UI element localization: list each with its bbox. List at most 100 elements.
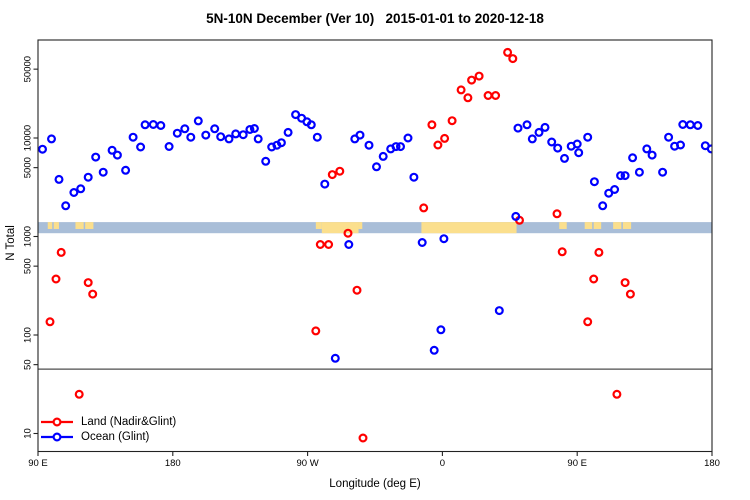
data-point-land (557, 247, 567, 257)
map-band-land-segment (53, 222, 59, 229)
data-point-land (467, 75, 477, 85)
data-point-ocean (439, 234, 449, 244)
x-tick-label: 0 (440, 458, 445, 469)
data-point-ocean (511, 211, 521, 221)
data-point-land (45, 317, 55, 327)
data-point-ocean (403, 133, 413, 143)
data-point-ocean (216, 132, 226, 142)
data-point-ocean (210, 124, 220, 134)
data-point-land (74, 389, 84, 399)
legend-item-land: Land (Nadir&Glint) (40, 414, 176, 430)
data-point-land (594, 247, 604, 257)
data-point-ocean (642, 144, 652, 154)
data-point-land (315, 240, 325, 250)
y-tick-label: 500 (23, 258, 34, 274)
x-tick-label: 90 E (28, 458, 48, 469)
map-band-land-segment (358, 222, 363, 229)
data-point-ocean (616, 171, 626, 181)
data-point-ocean (436, 325, 446, 335)
data-point-ocean (429, 345, 439, 355)
data-point-land (433, 140, 443, 150)
data-point-ocean (547, 137, 557, 147)
data-point-ocean (249, 123, 259, 133)
data-point-ocean (409, 172, 419, 182)
data-point-land (440, 133, 450, 143)
chart-title: 5N-10N December (Ver 10) 2015-01-01 to 2… (206, 11, 544, 26)
plot-box (37, 39, 713, 453)
data-point-ocean (583, 132, 593, 142)
data-point-ocean (37, 144, 47, 154)
x-tick-label: 90 E (567, 458, 587, 469)
data-point-ocean (628, 153, 638, 163)
data-point-ocean (658, 167, 668, 177)
data-point-land (358, 433, 368, 443)
x-axis-label: Longitude (deg E) (329, 478, 421, 490)
data-point-ocean (534, 127, 544, 137)
data-point-ocean (128, 132, 138, 142)
series-land (45, 47, 635, 443)
data-point-ocean (54, 174, 64, 184)
data-point-ocean (664, 132, 674, 142)
data-point-ocean (312, 132, 322, 142)
data-point-ocean (364, 140, 374, 150)
y-tick-label: 50 (23, 359, 34, 370)
data-point-land (88, 289, 98, 299)
data-point-land (51, 274, 61, 284)
y-tick-label: 50000 (23, 56, 34, 82)
data-point-ocean (330, 353, 340, 363)
data-point-ocean (83, 172, 93, 182)
data-point-ocean (574, 148, 584, 158)
data-point-ocean (344, 240, 354, 250)
legend-label-land: Land (Nadir&Glint) (81, 415, 177, 428)
data-point-land (503, 47, 513, 57)
data-point-ocean (378, 151, 388, 161)
data-point-land (583, 317, 593, 327)
data-point-land (327, 170, 337, 180)
data-point-ocean (91, 152, 101, 162)
x-tick-label: 180 (704, 458, 720, 469)
data-point-ocean (46, 134, 56, 144)
data-point-land (335, 166, 345, 176)
data-point-ocean (276, 138, 286, 148)
map-band-land-segment (315, 222, 322, 229)
data-point-ocean (598, 201, 608, 211)
map-band-land-segment (559, 222, 567, 229)
data-point-land (419, 203, 429, 213)
data-point-ocean (69, 188, 79, 198)
data-point-land (343, 228, 353, 238)
data-point-ocean (647, 150, 657, 160)
data-point-land (483, 90, 493, 100)
data-point-land (508, 54, 518, 64)
data-point-land (311, 326, 321, 336)
data-point-land (427, 120, 437, 130)
data-point-ocean (494, 306, 504, 316)
data-point-ocean (238, 130, 248, 140)
data-point-ocean (634, 167, 644, 177)
data-point-land (491, 90, 501, 100)
data-point-ocean (320, 179, 330, 189)
legend: Land (Nadir&Glint) Ocean (Glint) (40, 414, 176, 445)
data-point-ocean (121, 165, 131, 175)
data-point-ocean (706, 144, 713, 154)
data-point-land (620, 278, 630, 288)
data-point-ocean (156, 120, 166, 130)
data-point-ocean (610, 185, 620, 195)
data-point-land (56, 247, 66, 257)
data-point-ocean (513, 123, 523, 133)
map-band-land-segment (593, 222, 602, 229)
data-point-ocean (572, 139, 582, 149)
legend-marker-land-icon (41, 417, 73, 427)
legend-marker-ocean-icon (41, 432, 73, 442)
data-point-land (456, 85, 466, 95)
data-point-ocean (148, 119, 158, 129)
data-point-ocean (620, 171, 630, 181)
data-point-ocean (372, 162, 382, 172)
data-point-land (324, 240, 334, 250)
data-point-ocean (261, 156, 271, 166)
data-point-land (625, 289, 635, 299)
data-point-ocean (224, 134, 234, 144)
data-point-ocean (61, 201, 71, 211)
data-point-land (474, 71, 484, 81)
data-point-ocean (180, 124, 190, 134)
